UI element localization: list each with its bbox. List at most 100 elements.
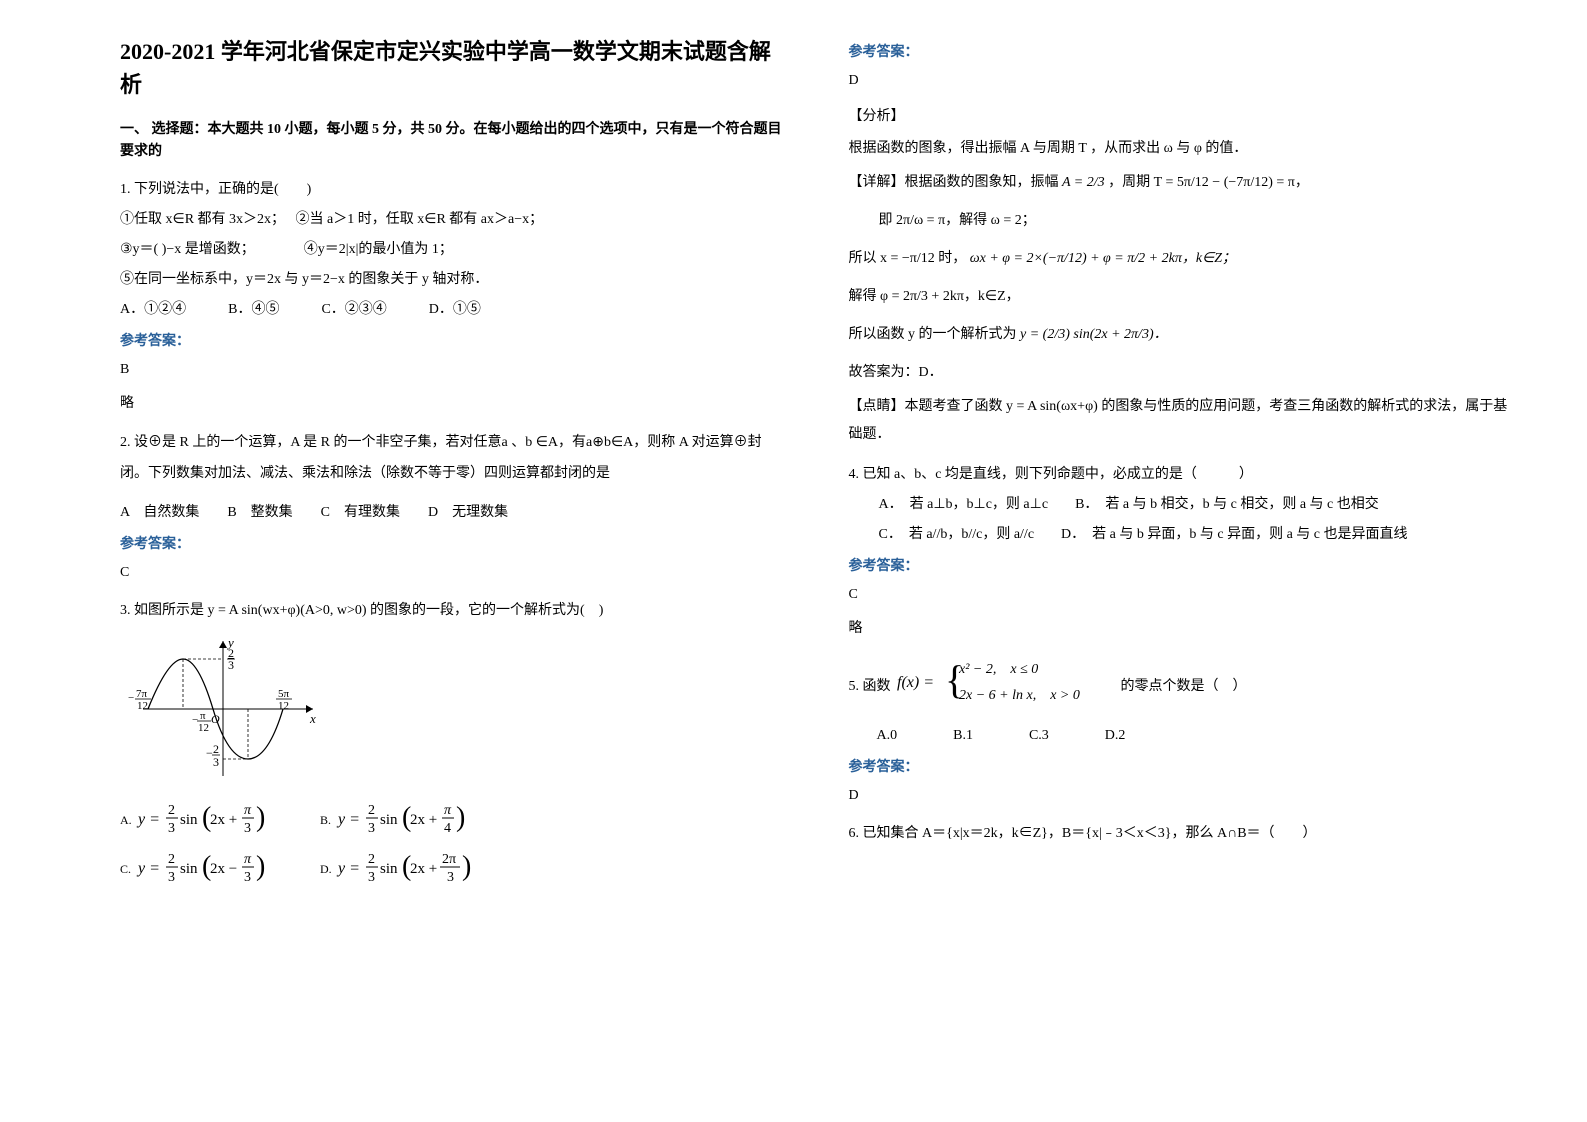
q4-opt-d: D． 若 a 与 b 异面，b 与 c 异面，则 a 与 c 也是异面直线 [1061,527,1407,542]
detail-t: ，周期 T = 5π/12 − (−7π/12) = π， [1108,175,1309,190]
answer-label: 参考答案： [849,756,1518,776]
q3-opt-b: B. y = 2 3 sin ( 2x + π 4 ) [320,796,490,841]
q5-line: 5. 函数 f(x) = { x² − 2, x ≤ 0 2x − 6 + ln… [849,653,1518,720]
q4-opt-a: A． 若 a⊥b，b⊥c，则 a⊥c [879,497,1049,512]
q4-row1: A． 若 a⊥b，b⊥c，则 a⊥c B． 若 a 与 b 相交，b 与 c 相… [849,491,1518,519]
svg-text:5π: 5π [278,688,290,700]
svg-text:sin: sin [180,812,198,828]
svg-text:2: 2 [368,852,375,867]
svg-text:4: 4 [444,821,451,836]
svg-text:7π: 7π [136,688,148,700]
q4-stem: 4. 已知 a、b、c 均是直线，则下列命题中，必成立的是（ ） [849,461,1518,489]
q1-brief: 略 [120,390,789,418]
svg-text:π: π [244,803,252,818]
svg-text:2π: 2π [442,852,456,867]
svg-text:sin: sin [380,812,398,828]
svg-text:3: 3 [368,821,375,836]
svg-text:2x +: 2x + [210,812,237,828]
svg-text:2x − 6 + ln x, x > 0: 2x − 6 + ln x, x > 0 [959,688,1080,703]
svg-text:y =: y = [136,860,160,877]
q3-opt-c: C. y = 2 3 sin ( 2x − π 3 ) [120,845,290,890]
svg-text:2: 2 [368,803,375,818]
svg-text:2x −: 2x − [210,861,237,877]
q3-opt-a: A. y = 2 3 sin ( 2x + π 3 ) [120,796,290,841]
svg-text:12: 12 [278,700,289,712]
q5-answer: D [849,782,1518,810]
q2-stem: 2. 设⊕是 R 上的一个运算，A 是 R 的一个非空子集，若对任意a 、b ∈… [120,428,789,490]
q1-answer: B [120,356,789,384]
eq3: 解得 φ = 2π/3 + 2kπ，k∈Z， [849,283,1518,311]
answer-label: 参考答案： [849,555,1518,575]
svg-text:3: 3 [368,870,375,885]
q6-stem: 6. 已知集合 A＝{x|x＝2k，k∈Z}，B＝{x|﹣3＜x＜3}，那么 A… [849,820,1518,848]
q3-opt-d: D. y = 2 3 sin ( 2x + 2π 3 ) [320,845,500,890]
eq1: 即 2π/ω = π，解得 ω = 2； [849,207,1518,235]
svg-text:sin: sin [180,861,198,877]
detail-head: 【详解】根据函数的图象知，振幅 [849,175,1059,190]
svg-text:3: 3 [213,755,219,769]
eq2a-text: 所以 x = −π/12 时， [849,251,967,266]
svg-text:x: x [309,711,316,726]
svg-text:): ) [256,802,265,833]
q3-stem: 3. 如图所示是 y = A sin(wx+φ)(A>0, w>0) 的图象的一… [120,597,789,625]
eq2b-text: ωx + φ = 2×(−π/12) + φ = π/2 + 2kπ，k∈Z； [970,251,1236,266]
svg-text:−: − [206,746,213,760]
svg-text:π: π [444,803,452,818]
svg-text:2: 2 [168,852,175,867]
eq3-text: 解得 φ = 2π/3 + 2kπ，k∈Z， [849,289,1020,304]
svg-text:2: 2 [168,803,175,818]
svg-text:2x +: 2x + [410,861,437,877]
q1-line1: ①任取 x∈R 都有 3x＞2x； ②当 a＞1 时，任取 x∈R 都有 ax＞… [120,206,789,234]
svg-text:): ) [462,851,471,882]
q5-pre: 5. 函数 [849,673,891,701]
sine-graph: y x O 2 3 − 2 3 − 7π 12 − π 12 5π 12 [128,631,789,786]
svg-text:12: 12 [198,722,209,734]
q4-opt-c: C． 若 a//b，b//c，则 a//c [879,527,1035,542]
eq4a-text: 所以函数 y 的一个解析式为 [849,327,1017,342]
eq4: 所以函数 y 的一个解析式为 y = (2/3) sin(2x + 2π/3)． [849,321,1518,349]
page-title: 2020-2021 学年河北省保定市定兴实验中学高一数学文期末试题含解析 [120,35,789,101]
svg-text:π: π [244,852,252,867]
svg-text:3: 3 [168,870,175,885]
svg-text:3: 3 [168,821,175,836]
svg-text:2x +: 2x + [410,812,437,828]
q1-stem: 1. 下列说法中，正确的是( ) [120,176,789,204]
analysis-tag: 【分析】 [849,103,1518,131]
svg-text:sin: sin [380,861,398,877]
q5-piecewise: f(x) = { x² − 2, x ≤ 0 2x − 6 + ln x, x … [891,653,1121,720]
q1-options: A．①②④ B．④⑤ C．②③④ D．①⑤ [120,296,789,324]
q1-line2: ③y＝( )−x 是增函数； ④y＝2|x|的最小值为 1； [120,236,789,264]
svg-text:2: 2 [213,742,219,756]
comment-text: 【点睛】本题考查了函数 y = A sin(ωx+φ) 的图象与性质的应用问题，… [849,393,1518,449]
svg-text:3: 3 [447,870,454,885]
svg-text:3: 3 [244,870,251,885]
final-answer: 故答案为：D． [849,359,1518,387]
svg-text:π: π [200,710,206,722]
q5-options: A.0 B.1 C.3 D.2 [849,722,1518,750]
q2-options: A 自然数集 B 整数集 C 有理数集 D 无理数集 [120,499,789,527]
svg-text:C.: C. [120,862,131,876]
section-heading: 一、 选择题：本大题共 10 小题，每小题 5 分，共 50 分。在每小题给出的… [120,119,789,164]
svg-text:): ) [256,851,265,882]
svg-text:D.: D. [320,862,332,876]
answer-label: 参考答案： [120,533,789,553]
svg-text:y =: y = [136,811,160,828]
q2-answer: C [120,559,789,587]
svg-text:y =: y = [336,860,360,877]
svg-text:12: 12 [137,700,148,712]
svg-text:x² − 2, x ≤ 0: x² − 2, x ≤ 0 [958,662,1038,677]
svg-text:−: − [128,692,134,704]
svg-text:y =: y = [336,811,360,828]
answer-label: 参考答案： [849,41,1518,61]
q4-brief: 略 [849,615,1518,643]
q4-answer: C [849,581,1518,609]
analysis-text: 根据函数的图象，得出振幅 A 与周期 T ，从而求出 ω 与 φ 的值． [849,135,1518,163]
svg-text:3: 3 [228,658,234,672]
detail-a: A = 2/3 [1062,175,1105,190]
answer-label: 参考答案： [120,330,789,350]
eq2: 所以 x = −π/12 时， ωx + φ = 2×(−π/12) + φ =… [849,245,1518,273]
q1-line3: ⑤在同一坐标系中，y＝2x 与 y＝2−x 的图象关于 y 轴对称． [120,266,789,294]
svg-text:f(x) =: f(x) = [897,674,934,691]
q4-opt-b: B． 若 a 与 b 相交，b 与 c 相交，则 a 与 c 也相交 [1075,497,1379,512]
svg-text:B.: B. [320,813,331,827]
